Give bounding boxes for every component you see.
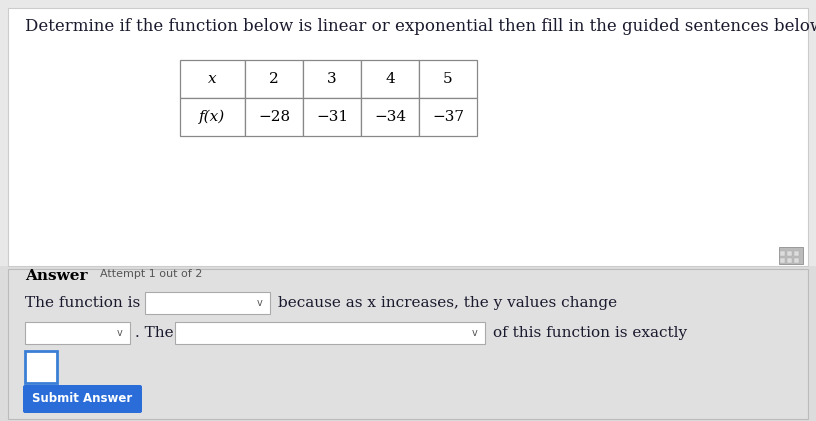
Text: Answer: Answer [25, 269, 87, 283]
Bar [419, 60, 477, 98]
Text: −28: −28 [258, 110, 290, 124]
Bar [145, 292, 270, 314]
Text: of this function is exactly: of this function is exactly [493, 326, 687, 340]
Bar [25, 322, 130, 344]
Bar [8, 269, 808, 419]
Text: −34: −34 [374, 110, 406, 124]
Text: Determine if the function below is linear or exponential then fill in the guided: Determine if the function below is linea… [25, 18, 816, 35]
Text: because as x increases, the y values change: because as x increases, the y values cha… [278, 296, 617, 310]
Bar [361, 60, 419, 98]
Bar [780, 251, 785, 256]
Bar [794, 251, 799, 256]
Text: 4: 4 [385, 72, 395, 86]
Text: 3: 3 [327, 72, 337, 86]
Text: −37: −37 [432, 110, 464, 124]
Bar [8, 8, 808, 266]
Bar [787, 251, 792, 256]
Bar [419, 98, 477, 136]
Bar [779, 247, 803, 264]
Text: Attempt 1 out of 2: Attempt 1 out of 2 [100, 269, 202, 279]
Text: f(x): f(x) [199, 110, 226, 124]
Text: 5: 5 [443, 72, 453, 86]
Text: v: v [118, 328, 123, 338]
Text: x: x [208, 72, 217, 86]
Text: The function is: The function is [25, 296, 140, 310]
Bar [0, 0, 816, 266]
Bar [780, 258, 785, 263]
Text: −31: −31 [316, 110, 348, 124]
Bar [180, 60, 245, 98]
Bar [175, 322, 485, 344]
Bar [361, 98, 419, 136]
Text: v: v [472, 328, 478, 338]
Bar [303, 98, 361, 136]
Bar [303, 60, 361, 98]
Text: Submit Answer: Submit Answer [33, 392, 133, 405]
Bar [8, 8, 808, 266]
Bar [25, 351, 57, 383]
Text: 2: 2 [269, 72, 279, 86]
Bar [245, 60, 303, 98]
Bar [787, 258, 792, 263]
Text: v: v [257, 298, 263, 308]
Bar [245, 98, 303, 136]
Text: . The: . The [135, 326, 174, 340]
Bar [180, 98, 245, 136]
Bar [794, 258, 799, 263]
FancyBboxPatch shape [23, 385, 142, 413]
